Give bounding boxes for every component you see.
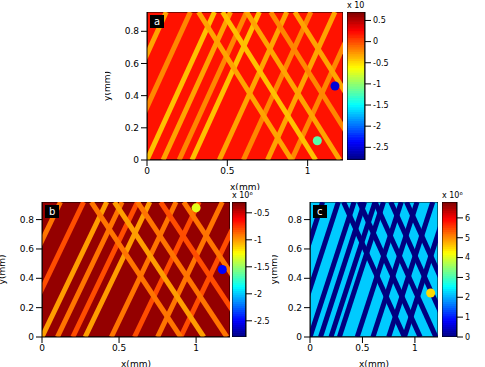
- svg-text:-2: -2: [254, 290, 262, 299]
- svg-text:1: 1: [465, 313, 470, 322]
- svg-text:y(mm): y(mm): [105, 71, 112, 101]
- svg-text:-0.5: -0.5: [373, 59, 389, 68]
- svg-text:0: 0: [373, 37, 378, 46]
- svg-text:x(mm): x(mm): [359, 359, 389, 367]
- svg-text:0.5: 0.5: [355, 343, 369, 353]
- svg-text:6: 6: [465, 214, 470, 223]
- svg-text:0.2: 0.2: [125, 123, 139, 133]
- svg-text:0.5: 0.5: [220, 166, 234, 176]
- html-text:c: c: [317, 206, 323, 217]
- svg-text:-1: -1: [373, 80, 381, 89]
- svg-text:-1.5: -1.5: [254, 263, 270, 272]
- html-text:x 10⁶: x 10⁶: [232, 191, 253, 200]
- svg-text:1: 1: [412, 343, 418, 353]
- svg-text:0.2: 0.2: [288, 303, 302, 313]
- svg-text:x(mm): x(mm): [230, 182, 260, 190]
- svg-text:2: 2: [465, 293, 470, 302]
- svg-text:0.5: 0.5: [373, 16, 386, 25]
- svg-text:0.4: 0.4: [20, 273, 35, 283]
- svg-text:0: 0: [307, 343, 313, 353]
- svg-text:-2.5: -2.5: [254, 317, 270, 326]
- svg-text:0.4: 0.4: [288, 273, 303, 283]
- svg-text:0.8: 0.8: [20, 215, 35, 225]
- html-text:b: b: [49, 206, 56, 217]
- svg-text:0.6: 0.6: [125, 59, 140, 69]
- svg-text:0: 0: [465, 333, 470, 342]
- svg-text:y(mm): y(mm): [272, 255, 279, 285]
- svg-text:0: 0: [28, 332, 34, 342]
- html-text:x 10⁶: x 10⁶: [442, 191, 463, 200]
- svg-text:0.4: 0.4: [125, 91, 140, 101]
- svg-text:0.5: 0.5: [112, 343, 126, 353]
- svg-text:-1.5: -1.5: [373, 101, 389, 110]
- svg-text:-0.5: -0.5: [254, 209, 270, 218]
- svg-text:0: 0: [39, 343, 45, 353]
- html-text:x 10: x 10: [347, 1, 365, 10]
- svg-text:-2: -2: [373, 122, 381, 131]
- svg-text:5: 5: [465, 234, 470, 243]
- svg-text:0: 0: [133, 155, 139, 165]
- svg-text:0: 0: [296, 332, 302, 342]
- html-text:a: a: [154, 16, 161, 27]
- svg-text:0.6: 0.6: [20, 244, 35, 254]
- svg-text:0.8: 0.8: [288, 215, 303, 225]
- svg-text:-2.5: -2.5: [373, 143, 389, 152]
- svg-text:0.6: 0.6: [288, 244, 303, 254]
- svg-text:4: 4: [465, 253, 470, 262]
- svg-text:0: 0: [144, 166, 150, 176]
- svg-text:1: 1: [305, 166, 311, 176]
- svg-text:x(mm): x(mm): [121, 359, 151, 367]
- svg-text:0.2: 0.2: [20, 303, 34, 313]
- svg-text:0.8: 0.8: [125, 26, 140, 36]
- svg-text:1: 1: [193, 343, 199, 353]
- svg-text:-1: -1: [254, 236, 262, 245]
- svg-text:3: 3: [465, 273, 470, 282]
